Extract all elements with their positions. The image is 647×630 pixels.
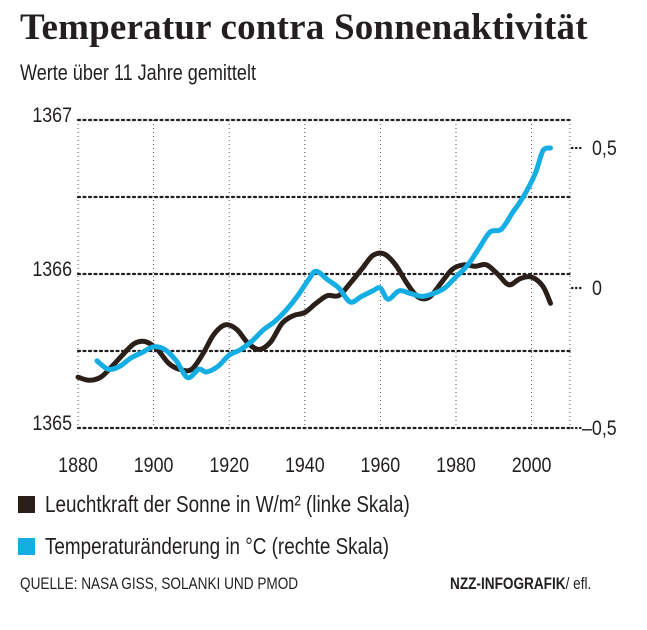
legend-item-irradiance: Leuchtkraft der Sonne in W/m² (linke Ska… xyxy=(18,491,490,518)
x-tick-label: 1900 xyxy=(134,454,174,478)
x-tick-label: 1980 xyxy=(436,454,476,478)
left-axis: 1365 1366 1367 xyxy=(32,104,72,436)
legend-swatch-irradiance xyxy=(18,496,35,513)
legend-item-temperature: Temperaturänderung in °C (rechte Skala) xyxy=(18,533,465,560)
x-tick-label: 1960 xyxy=(361,454,401,478)
x-tick-label: 1880 xyxy=(58,454,98,478)
y-left-tick-label: 1367 xyxy=(32,104,72,128)
y-right-tick-label: 0,5 xyxy=(592,137,617,161)
source-note: QUELLE: NASA GISS, SOLANKI UND PMOD xyxy=(20,574,299,593)
legend-label-temperature: Temperaturänderung in °C (rechte Skala) xyxy=(45,533,390,559)
x-tick-label: 1920 xyxy=(209,454,249,478)
series-line-temperature xyxy=(94,145,553,381)
y-left-tick-label: 1365 xyxy=(32,412,72,436)
credit: NZZ-INFOGRAFIK/ efl. xyxy=(450,574,591,594)
series-line-irradiance xyxy=(75,250,553,383)
x-tick-label: 2000 xyxy=(512,454,552,478)
legend-label-irradiance: Leuchtkraft der Sonne in W/m² (linke Ska… xyxy=(45,491,410,517)
y-right-tick-label: –0,5 xyxy=(582,417,617,441)
y-right-tick-label: 0 xyxy=(592,277,602,301)
series-lines xyxy=(75,145,553,383)
chart-canvas: 1365 1366 1367 –0,5 0 0,5 1880 1900 1920 1940 19… xyxy=(32,104,617,478)
legend-swatch-temperature xyxy=(18,538,35,555)
y-left-tick-label: 1366 xyxy=(32,258,72,282)
chart-subtitle: Werte über 11 Jahre gemittelt xyxy=(20,60,256,85)
x-axis: 1880 1900 1920 1940 1960 1980 2000 xyxy=(58,454,551,478)
x-tick-label: 1940 xyxy=(285,454,325,478)
credit-suffix: / efl. xyxy=(565,574,592,593)
chart-title: Temperatur contra Sonnenaktivität xyxy=(20,7,588,48)
right-axis: –0,5 0 0,5 xyxy=(570,137,617,441)
credit-brand: NZZ-INFOGRAFIK xyxy=(450,574,566,593)
